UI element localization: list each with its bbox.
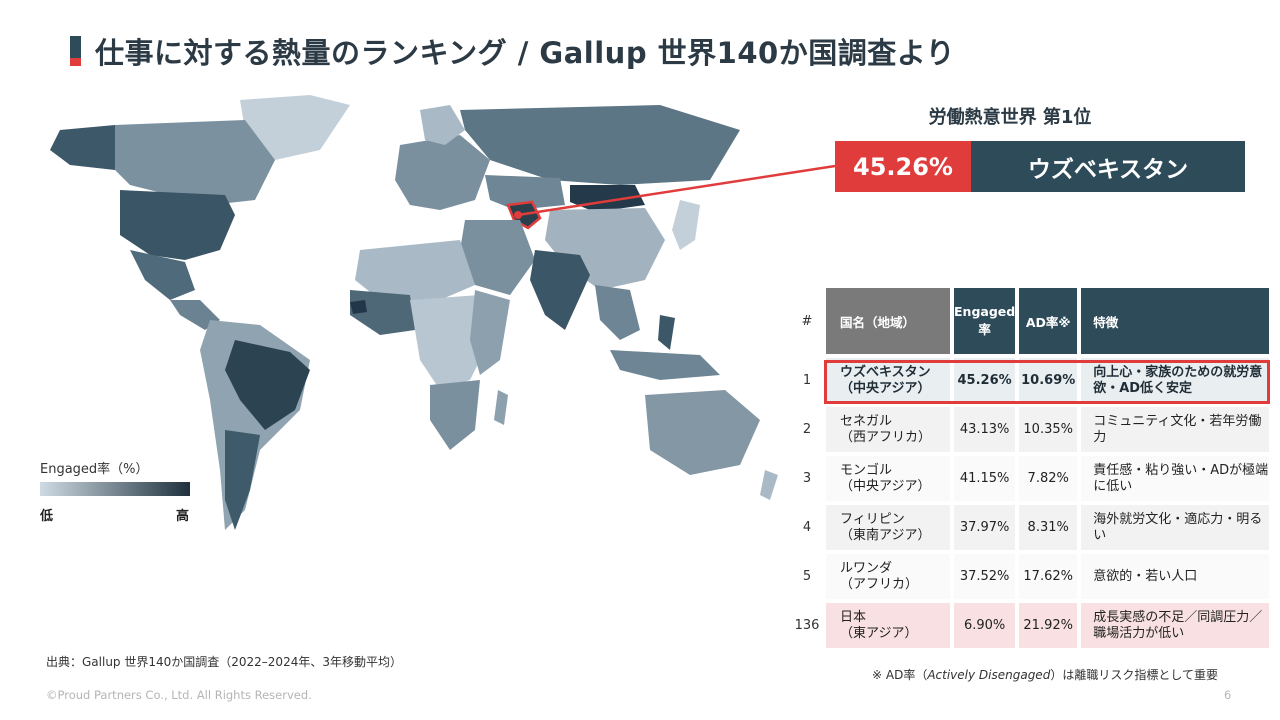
row-ad: 7.82% — [1019, 456, 1078, 501]
header-rank: # — [801, 313, 813, 329]
map-west-africa — [350, 290, 415, 335]
row-ad: 21.92% — [1019, 603, 1078, 648]
map-philippines — [658, 315, 675, 350]
ad-footnote: ※ AD率（Actively Disengaged）は離職リスク指標として重要 — [872, 668, 1218, 682]
map-brazil — [225, 340, 310, 430]
row-feature: コミュニティ文化・若年労働力 — [1081, 407, 1270, 452]
legend-label: Engaged率（%） — [40, 462, 149, 477]
map-new-zealand — [760, 470, 778, 500]
row-name: セネガル （西アフリカ） — [826, 407, 950, 452]
header-engaged: Engaged率 — [954, 288, 1016, 354]
map-east-africa — [470, 290, 510, 375]
row-ad: 8.31% — [1019, 505, 1078, 550]
top-rank-caption: 労働熱意世界 第1位 — [928, 107, 1092, 128]
map-canada — [115, 120, 275, 205]
map-central-america — [170, 300, 220, 330]
row-ad: 17.62% — [1019, 554, 1078, 599]
title-accent-mark — [70, 36, 81, 66]
legend-gradient-bar — [40, 482, 190, 496]
page-number: 6 — [1224, 688, 1232, 702]
page-title: 仕事に対する熱量のランキング / Gallup 世界140か国調査より — [95, 36, 956, 70]
table-row: 5 ルワンダ （アフリカ） 37.52% 17.62% 意欲的・若い人口 — [792, 554, 1270, 599]
row-ad: 10.69% — [1019, 358, 1078, 403]
first-row-highlight — [824, 360, 1270, 404]
map-india — [530, 250, 590, 330]
header-ad: AD率※ — [1019, 288, 1078, 354]
row-rank: 136 — [794, 618, 820, 633]
row-name: 日本 （東アジア） — [826, 603, 950, 648]
table-row: 3 モンゴル （中央アジア） 41.15% 7.82% 責任感・粘り強い・ADが極… — [792, 456, 1270, 501]
table-header-row: # 国名（地域） Engaged率 AD率※ 特徴 — [792, 288, 1270, 354]
row-feature: 海外就労文化・適応力・明るい — [1081, 505, 1270, 550]
map-senegal — [350, 300, 367, 314]
row-engaged: 45.26% — [954, 358, 1016, 403]
row-engaged: 43.13% — [954, 407, 1016, 452]
row-rank: 2 — [802, 422, 812, 437]
row-engaged: 37.97% — [954, 505, 1016, 550]
row-rank: 3 — [802, 471, 812, 486]
row-feature: 向上心・家族のための就労意欲・AD低く安定 — [1081, 358, 1270, 403]
map-russia — [460, 105, 740, 185]
map-mongolia — [570, 185, 645, 212]
row-engaged: 37.52% — [954, 554, 1016, 599]
top-rank-country: ウズベキスタン — [971, 141, 1245, 192]
map-mexico — [130, 250, 195, 300]
map-north-africa — [355, 240, 475, 300]
map-madagascar — [494, 390, 508, 425]
map-greenland — [240, 95, 350, 160]
row-name: ルワンダ （アフリカ） — [826, 554, 950, 599]
row-feature: 意欲的・若い人口 — [1081, 554, 1270, 599]
map-usa — [120, 190, 235, 260]
top-rank-box: 45.26% ウズベキスタン — [835, 141, 1245, 192]
legend-low-label: 低 — [40, 509, 54, 524]
row-ad: 10.35% — [1019, 407, 1078, 452]
map-southern-africa — [430, 380, 480, 450]
table-row: 4 フィリピン （東南アジア） 37.97% 8.31% 海外就労文化・適応力・明… — [792, 505, 1270, 550]
row-engaged: 6.90% — [954, 603, 1016, 648]
map-australia — [645, 390, 760, 475]
table-row: 2 セネガル （西アフリカ） 43.13% 10.35% コミュニティ文化・若年労… — [792, 407, 1270, 452]
row-engaged: 41.15% — [954, 456, 1016, 501]
map-japan — [672, 200, 700, 250]
header-feature: 特徴 — [1081, 288, 1270, 354]
header-name: 国名（地域） — [826, 288, 950, 354]
row-rank: 5 — [802, 569, 812, 584]
row-feature: 責任感・粘り強い・ADが極端に低い — [1081, 456, 1270, 501]
row-name: モンゴル （中央アジア） — [826, 456, 950, 501]
map-scandinavia — [420, 105, 465, 145]
ranking-table: # 国名（地域） Engaged率 AD率※ 特徴 1 ウズベキスタン （中央アジ… — [788, 284, 1273, 652]
table-row: 136 日本 （東アジア） 6.90% 21.92% 成長実感の不足／同調圧力／職… — [792, 603, 1270, 648]
map-europe — [395, 135, 490, 210]
row-name: フィリピン （東南アジア） — [826, 505, 950, 550]
row-feature: 成長実感の不足／同調圧力／職場活力が低い — [1081, 603, 1270, 648]
map-central-africa — [410, 295, 490, 390]
top-rank-percent: 45.26% — [835, 141, 971, 192]
map-alaska — [50, 125, 130, 170]
map-southeast-asia — [595, 285, 640, 340]
map-indonesia — [610, 350, 720, 380]
row-rank: 1 — [802, 373, 812, 388]
copyright: ©Proud Partners Co., Ltd. All Rights Res… — [46, 688, 312, 702]
table-row: 1 ウズベキスタン （中央アジア） 45.26% 10.69% 向上心・家族のため… — [792, 358, 1270, 403]
row-name: ウズベキスタン （中央アジア） — [826, 358, 950, 403]
source-note: 出典：Gallup 世界140か国調査（2022–2024年、3年移動平均） — [46, 655, 402, 669]
map-middle-east — [460, 220, 535, 295]
legend-high-label: 高 — [176, 509, 190, 524]
row-rank: 4 — [802, 520, 812, 535]
map-argentina — [225, 430, 260, 530]
